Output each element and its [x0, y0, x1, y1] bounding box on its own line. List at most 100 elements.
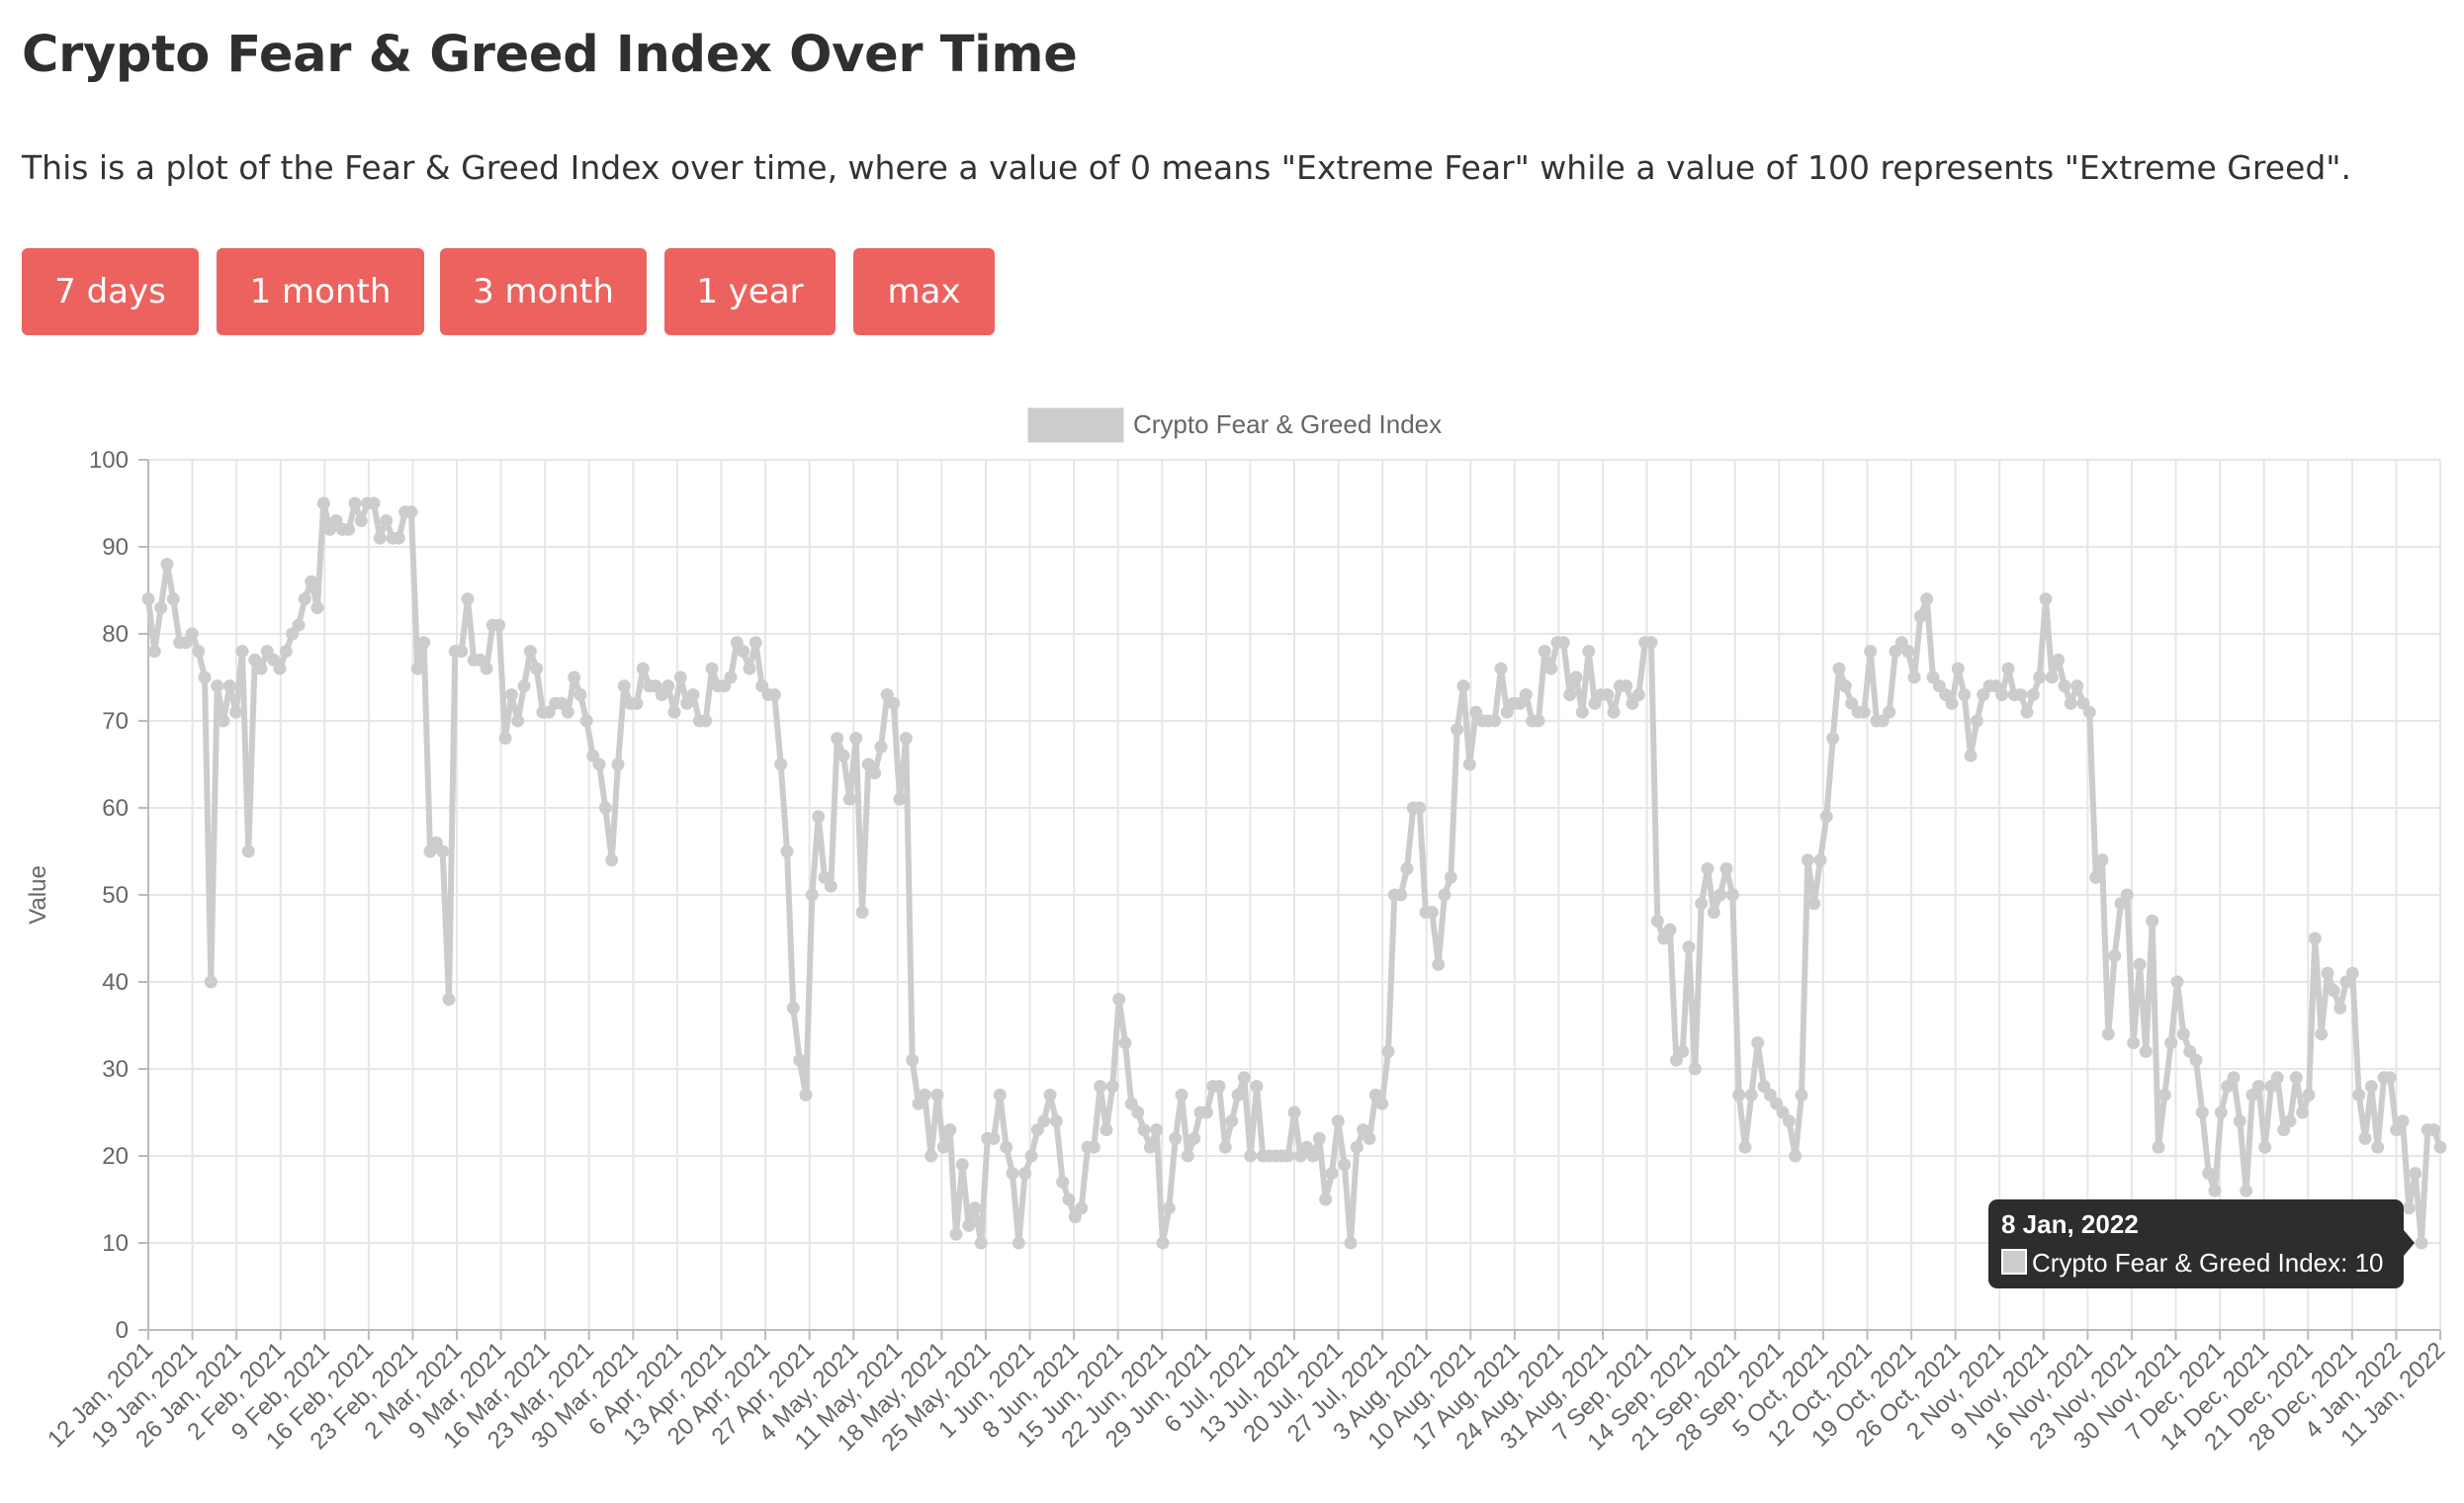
data-point[interactable]: [436, 844, 450, 858]
data-point[interactable]: [1112, 993, 1126, 1007]
data-point[interactable]: [1838, 679, 1852, 693]
data-point[interactable]: [568, 670, 581, 684]
data-point[interactable]: [774, 757, 788, 771]
data-point[interactable]: [2415, 1236, 2428, 1250]
data-point[interactable]: [192, 645, 206, 659]
data-point[interactable]: [1488, 714, 1502, 728]
data-point[interactable]: [1751, 1036, 1765, 1050]
data-point[interactable]: [1682, 940, 1696, 954]
data-point[interactable]: [316, 496, 330, 510]
data-point[interactable]: [617, 679, 631, 693]
data-point[interactable]: [410, 662, 424, 675]
data-point[interactable]: [1413, 801, 1427, 815]
data-point[interactable]: [1801, 853, 1814, 867]
data-point[interactable]: [605, 853, 619, 867]
data-point[interactable]: [2371, 1140, 2385, 1154]
data-point[interactable]: [786, 1001, 800, 1015]
data-point[interactable]: [2270, 1071, 2284, 1085]
data-point[interactable]: [1920, 592, 1934, 606]
data-point[interactable]: [160, 558, 174, 572]
data-point[interactable]: [1725, 888, 1739, 902]
data-point[interactable]: [1494, 662, 1508, 675]
data-point[interactable]: [943, 1123, 957, 1137]
data-point[interactable]: [1331, 1114, 1345, 1128]
data-point[interactable]: [1945, 696, 1959, 710]
data-point[interactable]: [1244, 1149, 1258, 1163]
data-point[interactable]: [686, 688, 700, 702]
data-point[interactable]: [380, 514, 394, 528]
data-point[interactable]: [2396, 1114, 2410, 1128]
data-point[interactable]: [1394, 888, 1408, 902]
data-point[interactable]: [1056, 1175, 1070, 1189]
data-point[interactable]: [367, 496, 381, 510]
data-point[interactable]: [229, 705, 243, 719]
data-point[interactable]: [793, 1053, 807, 1067]
data-point[interactable]: [373, 531, 387, 545]
data-point[interactable]: [2152, 1140, 2165, 1154]
data-point[interactable]: [2101, 1027, 2115, 1041]
data-point[interactable]: [2402, 1201, 2416, 1215]
data-point[interactable]: [1199, 1105, 1213, 1119]
data-point[interactable]: [442, 993, 456, 1007]
data-point[interactable]: [1150, 1123, 1164, 1137]
data-point[interactable]: [667, 705, 681, 719]
data-point[interactable]: [1901, 645, 1915, 659]
data-point[interactable]: [241, 844, 255, 858]
data-point[interactable]: [573, 688, 587, 702]
data-point[interactable]: [2070, 679, 2084, 693]
data-point[interactable]: [1857, 705, 1871, 719]
data-point[interactable]: [530, 662, 544, 675]
data-point[interactable]: [737, 645, 750, 659]
data-point[interactable]: [2133, 957, 2147, 971]
data-point[interactable]: [1118, 1036, 1132, 1050]
chart-legend[interactable]: Crypto Fear & Greed Index: [1027, 407, 1442, 443]
data-point[interactable]: [1676, 1044, 1690, 1058]
data-point[interactable]: [561, 705, 574, 719]
data-point[interactable]: [2258, 1140, 2272, 1154]
data-point[interactable]: [348, 496, 362, 510]
data-point[interactable]: [1951, 662, 1965, 675]
data-point[interactable]: [1732, 1088, 1746, 1102]
data-point[interactable]: [185, 627, 199, 641]
data-point[interactable]: [1532, 714, 1545, 728]
data-point[interactable]: [2082, 705, 2096, 719]
data-point[interactable]: [1789, 1149, 1803, 1163]
data-point[interactable]: [906, 1053, 920, 1067]
data-point[interactable]: [2302, 1088, 2316, 1102]
data-point[interactable]: [166, 592, 180, 606]
data-point[interactable]: [1826, 732, 1840, 746]
data-point[interactable]: [2139, 1044, 2153, 1058]
data-point[interactable]: [354, 514, 368, 528]
data-point[interactable]: [1381, 1044, 1395, 1058]
data-point[interactable]: [305, 575, 318, 588]
data-point[interactable]: [993, 1088, 1007, 1102]
data-point[interactable]: [743, 662, 756, 675]
data-point[interactable]: [1556, 636, 1570, 650]
data-point[interactable]: [592, 757, 606, 771]
data-point[interactable]: [2289, 1071, 2303, 1085]
data-point[interactable]: [342, 522, 356, 536]
data-point[interactable]: [392, 531, 405, 545]
data-point[interactable]: [2146, 914, 2159, 928]
data-point[interactable]: [962, 1218, 976, 1232]
data-point[interactable]: [1913, 609, 1927, 623]
data-point[interactable]: [949, 1227, 963, 1241]
data-point[interactable]: [1644, 636, 1658, 650]
data-point[interactable]: [1958, 688, 1972, 702]
data-point[interactable]: [868, 766, 882, 780]
data-point[interactable]: [1519, 688, 1533, 702]
data-point[interactable]: [2170, 975, 2184, 989]
data-point[interactable]: [1250, 1080, 1264, 1094]
data-point[interactable]: [1688, 1062, 1702, 1076]
data-point[interactable]: [2409, 1167, 2422, 1181]
data-point[interactable]: [579, 714, 593, 728]
data-point[interactable]: [1363, 1131, 1376, 1145]
data-point[interactable]: [2383, 1071, 2397, 1085]
data-point[interactable]: [2296, 1105, 2310, 1119]
data-point[interactable]: [987, 1131, 1001, 1145]
data-point[interactable]: [1970, 714, 1983, 728]
data-point[interactable]: [292, 618, 306, 632]
data-point[interactable]: [2345, 966, 2359, 980]
data-point[interactable]: [1062, 1193, 1076, 1206]
data-point[interactable]: [630, 696, 644, 710]
